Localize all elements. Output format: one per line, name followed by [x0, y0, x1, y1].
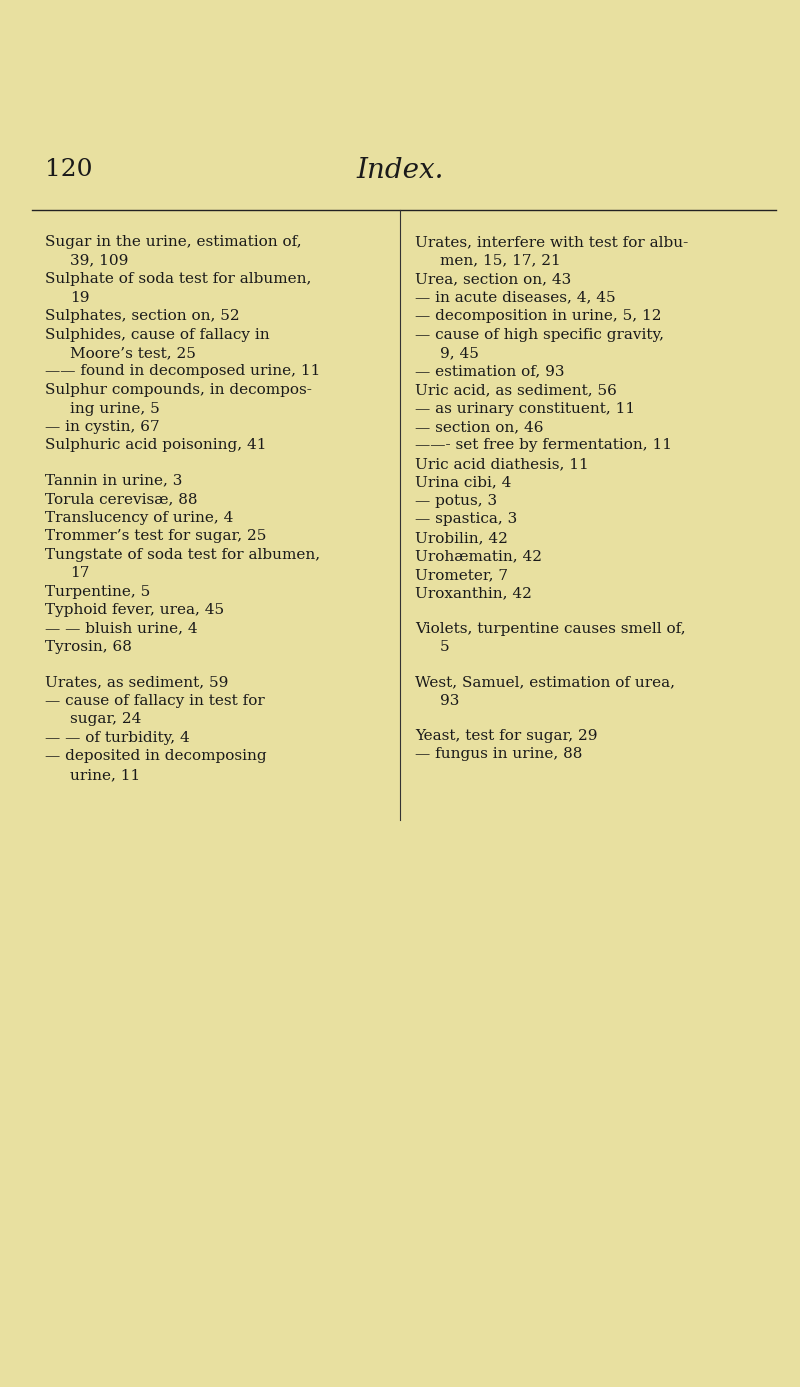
Text: — cause of fallacy in test for: — cause of fallacy in test for: [45, 694, 265, 707]
Text: ing urine, 5: ing urine, 5: [70, 401, 160, 416]
Text: 39, 109: 39, 109: [70, 254, 128, 268]
Text: — cause of high specific gravity,: — cause of high specific gravity,: [415, 327, 664, 341]
Text: Tannin in urine, 3: Tannin in urine, 3: [45, 473, 182, 488]
Text: Tyrosin, 68: Tyrosin, 68: [45, 641, 132, 655]
Text: Urina cibi, 4: Urina cibi, 4: [415, 476, 511, 490]
Text: Trommer’s test for sugar, 25: Trommer’s test for sugar, 25: [45, 530, 266, 544]
Text: Urea, section on, 43: Urea, section on, 43: [415, 272, 571, 286]
Text: Torula cerevisæ, 88: Torula cerevisæ, 88: [45, 492, 198, 506]
Text: Tungstate of soda test for albumen,: Tungstate of soda test for albumen,: [45, 548, 320, 562]
Text: 9, 45: 9, 45: [440, 345, 479, 361]
Text: Sugar in the urine, estimation of,: Sugar in the urine, estimation of,: [45, 234, 302, 250]
Text: — — of turbidity, 4: — — of turbidity, 4: [45, 731, 190, 745]
Text: — decomposition in urine, 5, 12: — decomposition in urine, 5, 12: [415, 309, 662, 323]
Text: Uric acid diathesis, 11: Uric acid diathesis, 11: [415, 456, 589, 472]
Text: — estimation of, 93: — estimation of, 93: [415, 365, 565, 379]
Text: ——- set free by fermentation, 11: ——- set free by fermentation, 11: [415, 438, 672, 452]
Text: — spastica, 3: — spastica, 3: [415, 513, 518, 527]
Text: Urates, interfere with test for albu-: Urates, interfere with test for albu-: [415, 234, 688, 250]
Text: — as urinary constituent, 11: — as urinary constituent, 11: [415, 401, 635, 416]
Text: — — bluish urine, 4: — — bluish urine, 4: [45, 621, 198, 635]
Text: Urates, as sediment, 59: Urates, as sediment, 59: [45, 675, 228, 689]
Text: — section on, 46: — section on, 46: [415, 420, 543, 434]
Text: Urohæmatin, 42: Urohæmatin, 42: [415, 549, 542, 563]
Text: Sulphur compounds, in decompos-: Sulphur compounds, in decompos-: [45, 383, 312, 397]
Text: Sulphides, cause of fallacy in: Sulphides, cause of fallacy in: [45, 327, 270, 341]
Text: 17: 17: [70, 566, 90, 580]
Text: Urobilin, 42: Urobilin, 42: [415, 531, 508, 545]
Text: West, Samuel, estimation of urea,: West, Samuel, estimation of urea,: [415, 675, 675, 689]
Text: Moore’s test, 25: Moore’s test, 25: [70, 345, 196, 361]
Text: Sulphate of soda test for albumen,: Sulphate of soda test for albumen,: [45, 272, 311, 286]
Text: — deposited in decomposing: — deposited in decomposing: [45, 749, 266, 763]
Text: —— found in decomposed urine, 11: —— found in decomposed urine, 11: [45, 365, 320, 379]
Text: Uroxanthin, 42: Uroxanthin, 42: [415, 587, 532, 601]
Text: Translucency of urine, 4: Translucency of urine, 4: [45, 510, 234, 524]
Text: men, 15, 17, 21: men, 15, 17, 21: [440, 254, 561, 268]
Text: Sulphates, section on, 52: Sulphates, section on, 52: [45, 309, 240, 323]
Text: Yeast, test for sugar, 29: Yeast, test for sugar, 29: [415, 730, 598, 743]
Text: sugar, 24: sugar, 24: [70, 713, 142, 727]
Text: Sulphuric acid poisoning, 41: Sulphuric acid poisoning, 41: [45, 438, 266, 452]
Text: 19: 19: [70, 290, 90, 305]
Text: — potus, 3: — potus, 3: [415, 494, 497, 508]
Text: Uric acid, as sediment, 56: Uric acid, as sediment, 56: [415, 383, 617, 397]
Text: Index.: Index.: [356, 157, 444, 183]
Text: Typhoid fever, urea, 45: Typhoid fever, urea, 45: [45, 603, 224, 617]
Text: 120: 120: [45, 158, 93, 182]
Text: 93: 93: [440, 694, 459, 707]
Text: urine, 11: urine, 11: [70, 768, 140, 782]
Text: Urometer, 7: Urometer, 7: [415, 569, 508, 583]
Text: — in acute diseases, 4, 45: — in acute diseases, 4, 45: [415, 290, 616, 305]
Text: 5: 5: [440, 641, 450, 655]
Text: — in cystin, 67: — in cystin, 67: [45, 420, 160, 434]
Text: Violets, turpentine causes smell of,: Violets, turpentine causes smell of,: [415, 621, 686, 635]
Text: — fungus in urine, 88: — fungus in urine, 88: [415, 748, 582, 761]
Text: Turpentine, 5: Turpentine, 5: [45, 585, 150, 599]
